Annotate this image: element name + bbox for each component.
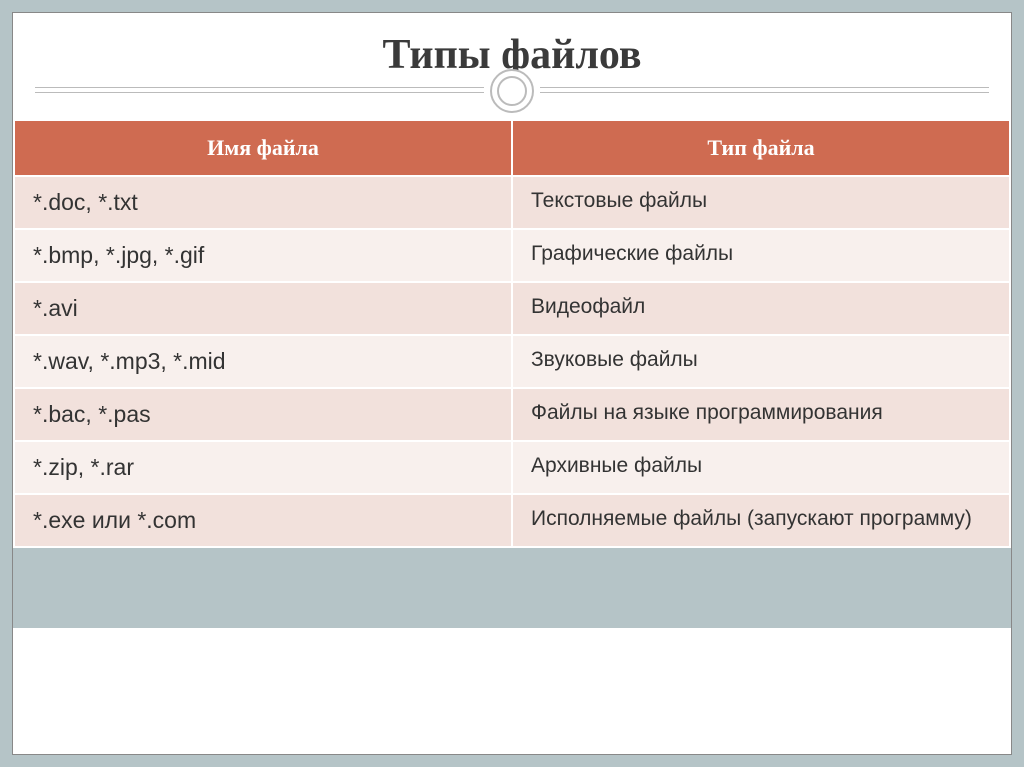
table-row: *.bmp, *.jpg, *.gif Графические файлы <box>14 229 1010 282</box>
cell-filetype: Исполняемые файлы (запускают программу) <box>512 494 1010 547</box>
cell-filetype: Звуковые файлы <box>512 335 1010 388</box>
table-container: Имя файла Тип файла *.doc, *.txt Текстов… <box>13 119 1011 628</box>
divider-circle-icon <box>490 69 534 113</box>
cell-filename: *.wav, *.mp3, *.mid <box>14 335 512 388</box>
file-types-table: Имя файла Тип файла *.doc, *.txt Текстов… <box>13 119 1011 548</box>
cell-filetype: Файлы на языке программирования <box>512 388 1010 441</box>
cell-filename: *.bac, *.pas <box>14 388 512 441</box>
table-row: *.wav, *.mp3, *.mid Звуковые файлы <box>14 335 1010 388</box>
col-header-filetype: Тип файла <box>512 120 1010 176</box>
cell-filetype: Видеофайл <box>512 282 1010 335</box>
table-header-row: Имя файла Тип файла <box>14 120 1010 176</box>
table-row: *.bac, *.pas Файлы на языке программиров… <box>14 388 1010 441</box>
table-row: *.doc, *.txt Текстовые файлы <box>14 176 1010 229</box>
cell-filetype: Архивные файлы <box>512 441 1010 494</box>
cell-filetype: Текстовые файлы <box>512 176 1010 229</box>
table-row: *.zip, *.rar Архивные файлы <box>14 441 1010 494</box>
cell-filetype: Графические файлы <box>512 229 1010 282</box>
table-row: *.exe или *.com Исполняемые файлы (запус… <box>14 494 1010 547</box>
cell-filename: *.zip, *.rar <box>14 441 512 494</box>
cell-filename: *.avi <box>14 282 512 335</box>
slide: Типы файлов Имя файла Тип файла *.doc, *… <box>12 12 1012 755</box>
title-area: Типы файлов <box>35 31 989 79</box>
cell-filename: *.bmp, *.jpg, *.gif <box>14 229 512 282</box>
cell-filename: *.doc, *.txt <box>14 176 512 229</box>
col-header-filename: Имя файла <box>14 120 512 176</box>
cell-filename: *.exe или *.com <box>14 494 512 547</box>
table-row: *.avi Видеофайл <box>14 282 1010 335</box>
